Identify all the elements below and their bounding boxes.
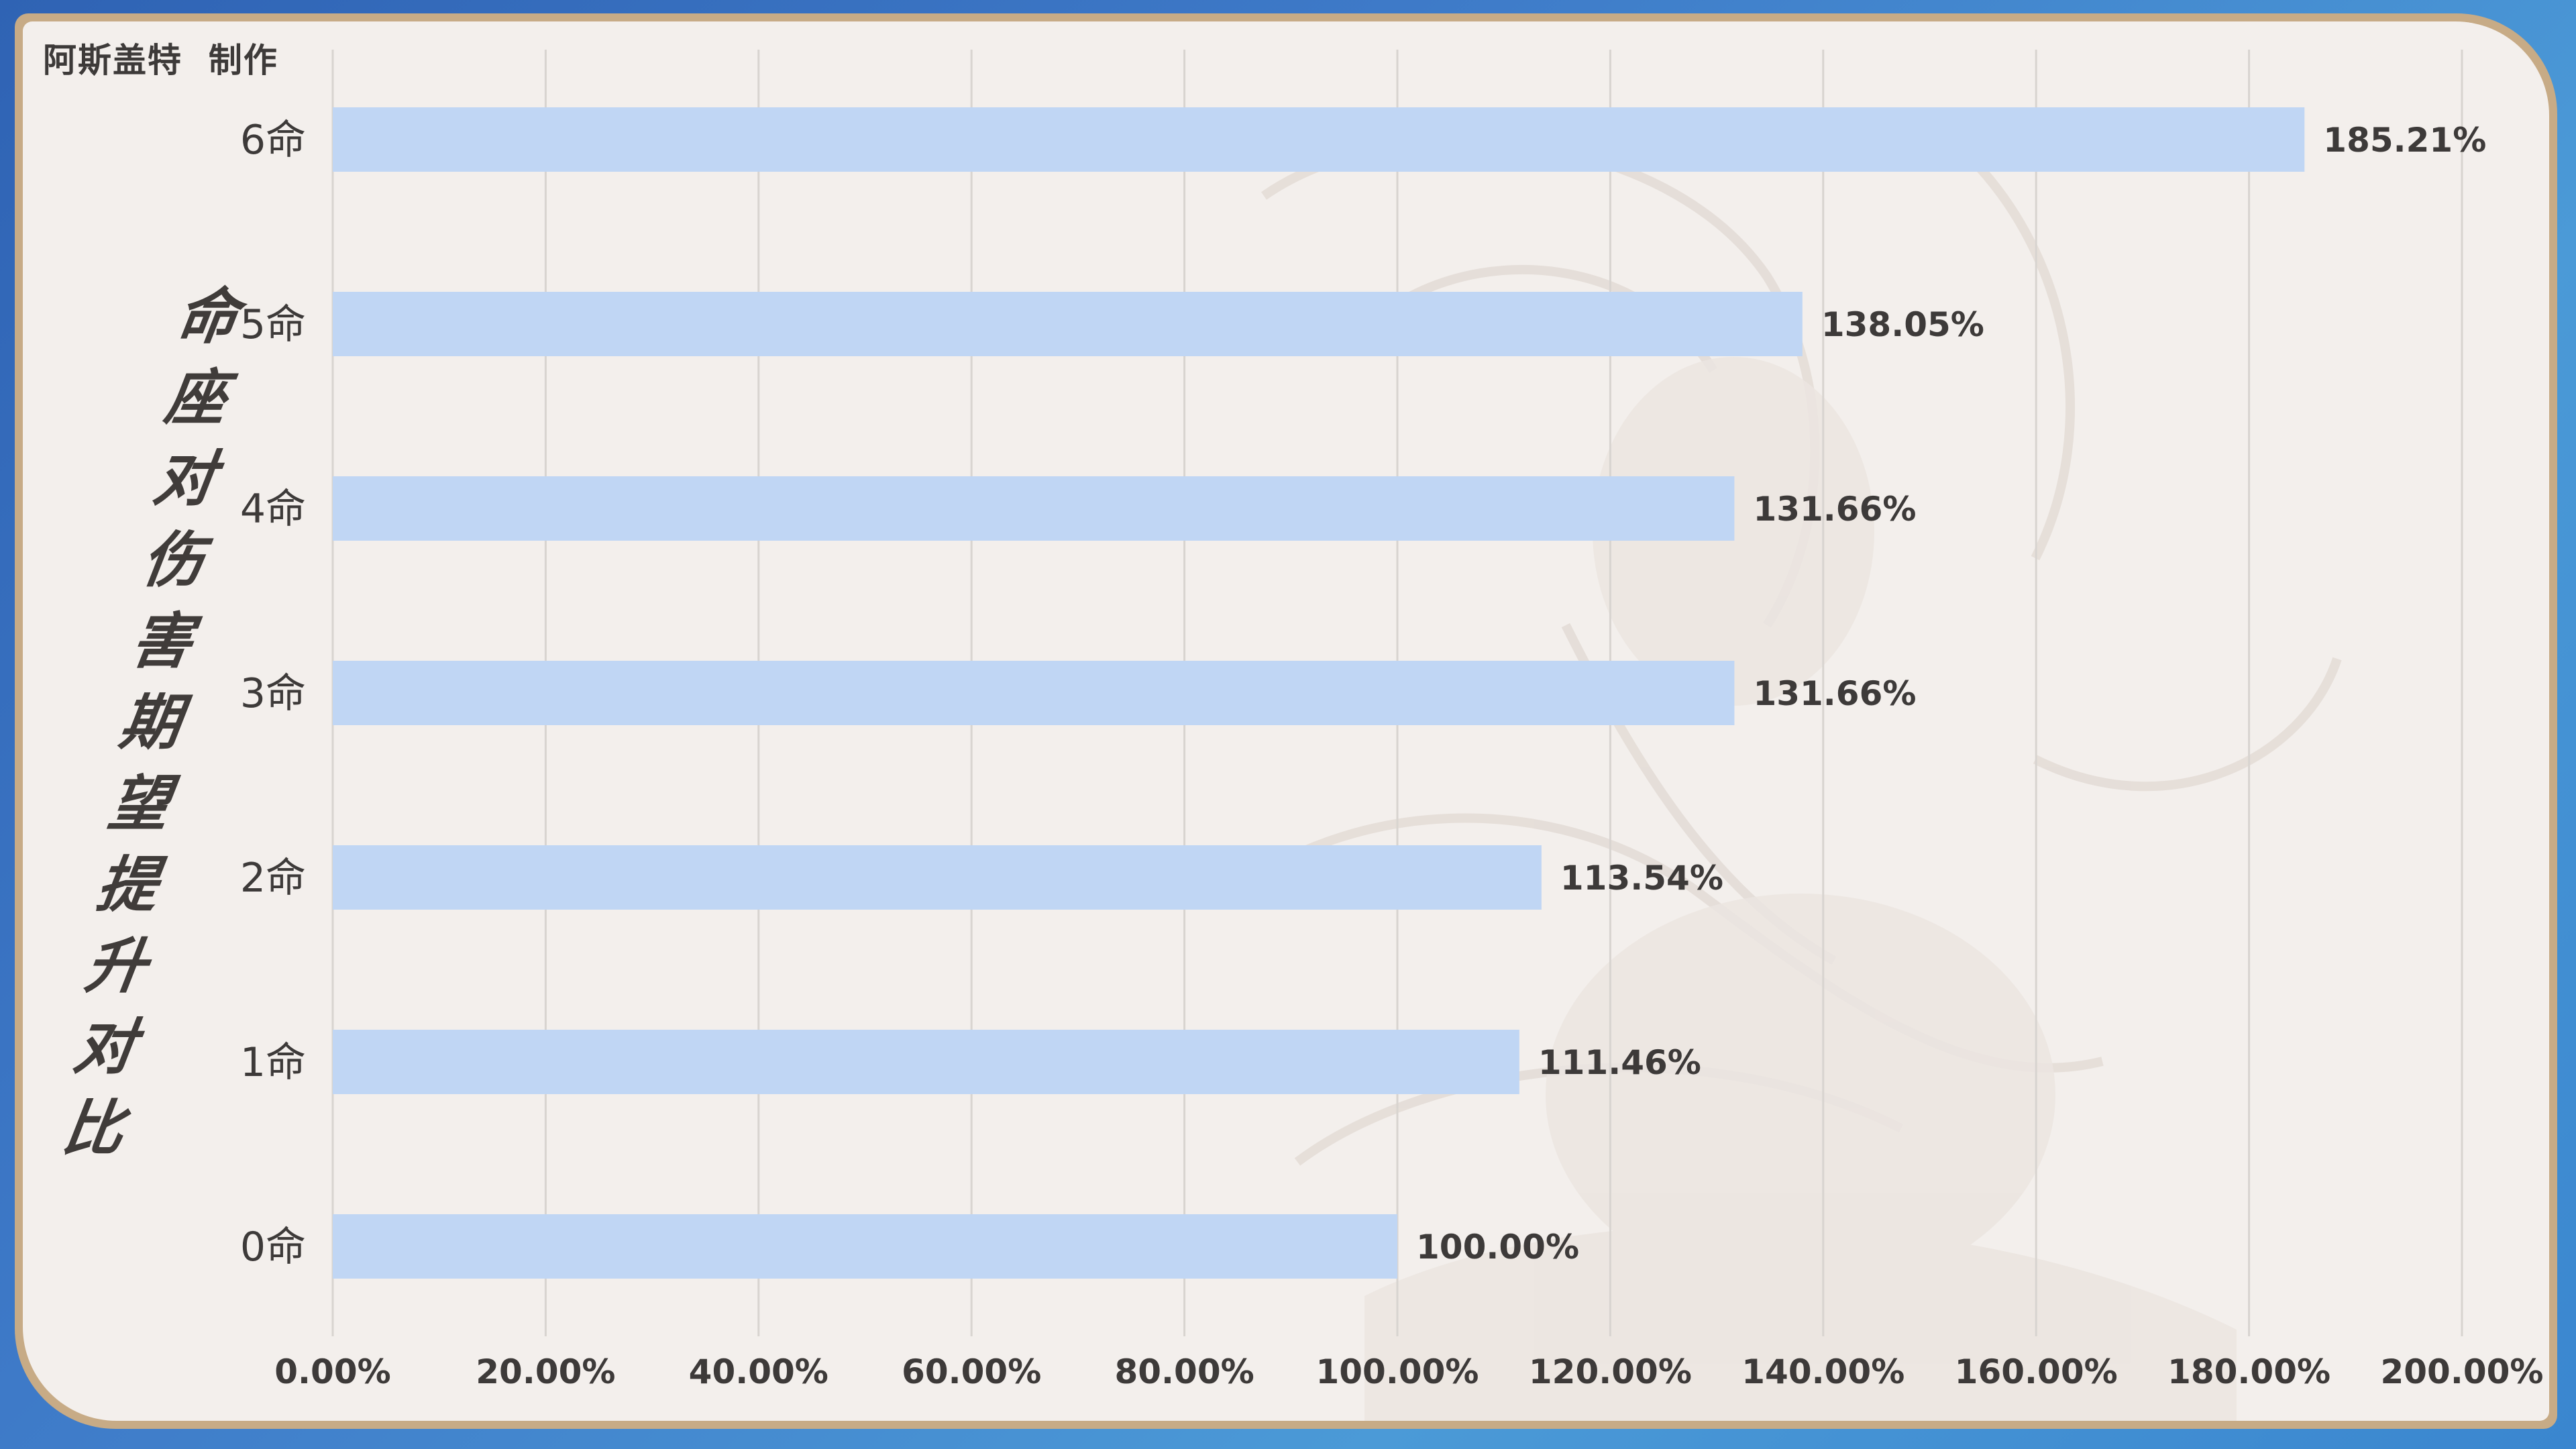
category-label: 2命 bbox=[240, 855, 306, 902]
x-tick-label: 0.00% bbox=[274, 1352, 390, 1391]
bar bbox=[333, 292, 1803, 356]
category-label: 6命 bbox=[240, 117, 306, 164]
labels: 6命 185.21% 5命 138.05% 4命 131.66% 3命 131.66% 2命 11… bbox=[240, 117, 2487, 1271]
category-label: 4命 bbox=[240, 486, 306, 533]
chart-card: 阿斯盖特 制作 命座对伤害期望提升对比 6命 185.21% 5命 138.05% 4命… bbox=[23, 21, 2549, 1421]
value-label: 138.05% bbox=[1821, 305, 1984, 344]
x-tick-label: 200.00% bbox=[2380, 1352, 2543, 1391]
x-tick-label: 180.00% bbox=[2167, 1352, 2330, 1391]
x-tick-label: 20.00% bbox=[476, 1352, 615, 1391]
category-label: 0命 bbox=[240, 1224, 306, 1271]
bar bbox=[333, 476, 1735, 541]
category-label: 3命 bbox=[240, 670, 306, 717]
value-label: 131.66% bbox=[1753, 674, 1916, 713]
value-label: 185.21% bbox=[2323, 121, 2486, 160]
bar bbox=[333, 1214, 1397, 1279]
x-tick-label: 80.00% bbox=[1114, 1352, 1254, 1391]
category-label: 1命 bbox=[240, 1039, 306, 1086]
x-tick-label: 120.00% bbox=[1529, 1352, 1692, 1391]
bar-chart: 6命 185.21% 5命 138.05% 4命 131.66% 3命 131.66% 2命 11… bbox=[240, 50, 2544, 1391]
bar bbox=[333, 845, 1542, 910]
x-tick-label: 40.00% bbox=[689, 1352, 828, 1391]
value-label: 131.66% bbox=[1753, 490, 1916, 529]
x-tick-label: 100.00% bbox=[1316, 1352, 1479, 1391]
value-label: 100.00% bbox=[1416, 1228, 1579, 1267]
bar bbox=[333, 1030, 1519, 1094]
x-tick-label: 160.00% bbox=[1955, 1352, 2118, 1391]
category-label: 5命 bbox=[240, 301, 306, 348]
bars bbox=[333, 107, 2305, 1279]
value-label: 111.46% bbox=[1538, 1043, 1701, 1082]
credit-text: 阿斯盖特 制作 bbox=[43, 41, 278, 80]
x-tick-label: 60.00% bbox=[902, 1352, 1041, 1391]
bar bbox=[333, 661, 1735, 725]
value-label: 113.54% bbox=[1560, 859, 1723, 898]
x-axis-ticks: 0.00% 20.00% 40.00% 60.00% 80.00% 100.00% 120.… bbox=[274, 1352, 2543, 1391]
x-tick-label: 140.00% bbox=[1741, 1352, 1904, 1391]
bar bbox=[333, 107, 2305, 172]
